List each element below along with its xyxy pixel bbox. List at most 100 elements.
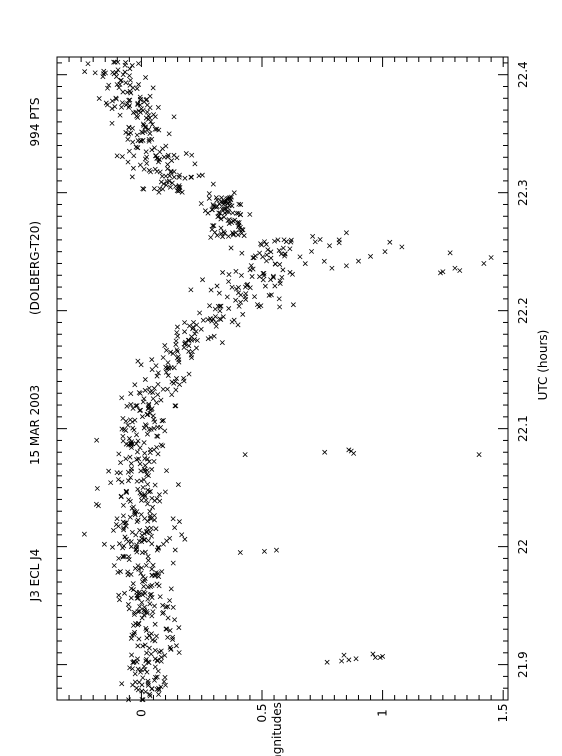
data-point-stroke (155, 668, 161, 674)
data-point-stroke (242, 294, 248, 300)
data-point (127, 97, 133, 103)
data-point-stroke (176, 184, 182, 190)
data-point (277, 262, 283, 267)
data-point (149, 637, 155, 643)
data-point-stroke (140, 484, 146, 490)
data-point-stroke (226, 209, 232, 215)
data-point (157, 594, 163, 600)
data-point-stroke (147, 389, 153, 395)
data-point (399, 244, 405, 250)
data-point (160, 602, 166, 608)
data-point (226, 279, 232, 285)
data-point (156, 127, 162, 133)
data-point (143, 125, 149, 131)
data-point-stroke (137, 162, 143, 168)
data-point (149, 572, 155, 578)
data-point-stroke (137, 604, 143, 610)
data-point-stroke (130, 139, 136, 145)
data-point (290, 302, 296, 308)
data-point-stroke (170, 604, 176, 610)
data-point-stroke (142, 377, 148, 382)
data-point-stroke (211, 223, 217, 229)
data-point-stroke (214, 232, 220, 238)
data-point (382, 249, 388, 255)
data-point-stroke (174, 330, 180, 336)
data-point-stroke (165, 166, 171, 172)
data-point (193, 328, 199, 334)
data-point (163, 364, 169, 370)
data-point (260, 270, 266, 276)
data-point-stroke (125, 539, 131, 544)
data-point-stroke (143, 125, 149, 131)
data-point (173, 342, 179, 347)
mag-tick-label: 0 (134, 709, 148, 717)
data-point (122, 534, 128, 540)
data-point (150, 413, 156, 419)
header-instrument: (DOLBERG-T20) (28, 221, 42, 315)
data-point-stroke (138, 106, 144, 112)
data-point (128, 461, 134, 466)
data-point-stroke (193, 345, 199, 351)
data-point (138, 407, 144, 413)
data-point (128, 475, 134, 481)
data-point-stroke (222, 210, 228, 216)
data-point (194, 322, 200, 328)
data-point (114, 516, 120, 522)
data-point (186, 371, 192, 377)
data-point-stroke (238, 299, 244, 305)
data-point (221, 206, 227, 212)
data-point-stroke (218, 225, 224, 231)
data-point-stroke (125, 422, 131, 428)
data-point-stroke (329, 265, 335, 271)
data-point (123, 488, 129, 494)
data-point-stroke (226, 221, 232, 226)
data-point-stroke (141, 612, 147, 618)
data-point (128, 402, 134, 407)
data-point (154, 674, 160, 680)
data-point-stroke (139, 599, 145, 605)
data-point-stroke (139, 697, 145, 703)
data-point-stroke (215, 214, 221, 220)
data-point (148, 516, 154, 522)
data-point (147, 691, 153, 697)
data-point (118, 77, 124, 83)
data-point-stroke (179, 189, 185, 195)
data-point (146, 645, 152, 651)
data-point (206, 195, 212, 201)
data-point-stroke (155, 570, 161, 576)
data-point (262, 283, 268, 289)
data-point (141, 663, 147, 669)
data-point (165, 154, 171, 160)
data-point (130, 165, 136, 171)
data-point (150, 85, 156, 91)
data-point (272, 238, 278, 244)
data-point (146, 660, 152, 666)
data-point-stroke (239, 250, 245, 256)
data-point-stroke (129, 439, 135, 445)
data-point-stroke (136, 82, 142, 87)
data-point (144, 610, 150, 616)
data-point (176, 650, 182, 656)
data-point-stroke (165, 360, 171, 366)
data-point (297, 254, 303, 260)
data-point-stroke (143, 115, 149, 121)
data-point (114, 153, 120, 159)
data-point-stroke (147, 410, 153, 416)
data-point (119, 479, 125, 485)
data-point-stroke (143, 689, 149, 695)
data-point (147, 601, 153, 607)
data-point-stroke (147, 513, 153, 519)
data-point (209, 207, 215, 213)
data-point-stroke (103, 100, 109, 106)
data-point-stroke (138, 512, 144, 518)
data-point (190, 326, 196, 332)
data-point (132, 679, 138, 685)
data-point (208, 334, 214, 340)
data-point-stroke (232, 217, 238, 223)
data-point (190, 324, 196, 330)
mag-tick-label: 0.5 (255, 703, 269, 722)
data-point-stroke (155, 658, 161, 664)
data-point-stroke (123, 60, 129, 66)
data-point-stroke (152, 621, 158, 627)
data-point-stroke (147, 693, 153, 699)
